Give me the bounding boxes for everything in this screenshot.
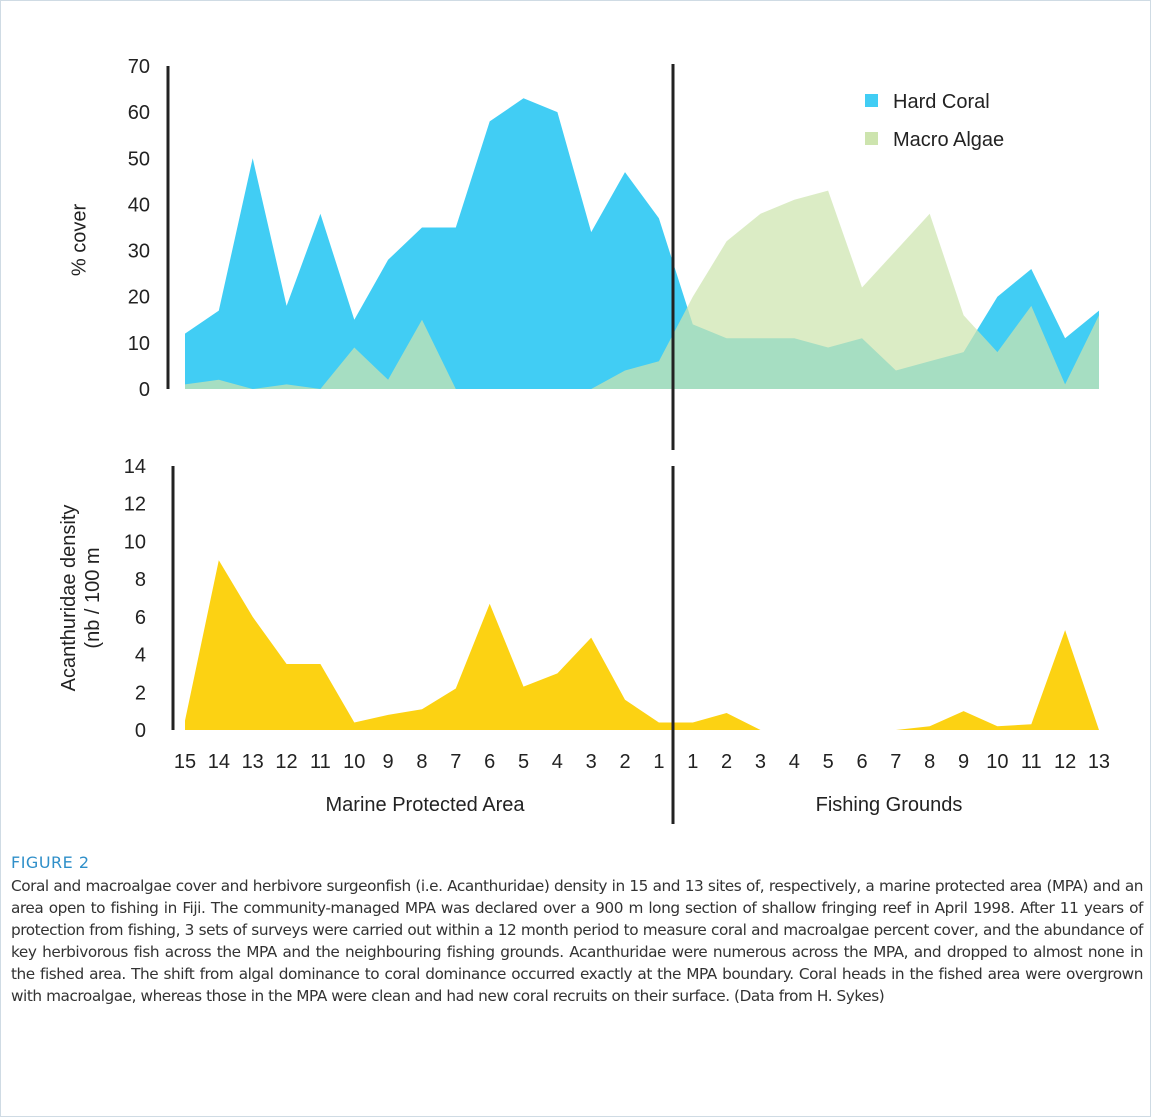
site-x-tick: 10 <box>986 751 1008 773</box>
site-x-tick: 7 <box>890 751 901 773</box>
cover-areas <box>185 98 1099 390</box>
site-x-tick: 8 <box>924 751 935 773</box>
site-x-tick: 11 <box>310 751 331 773</box>
site-x-tick: 14 <box>208 751 230 773</box>
site-x-tick: 12 <box>1054 751 1076 773</box>
caption-block: FIGURE 2 Coral and macroalgae cover and … <box>11 853 1143 1007</box>
site-x-tick: 6 <box>856 751 867 773</box>
cover-chart: 0 10 20 30 40 50 60 70 % cover Hard Coral Macro … <box>68 56 1099 401</box>
legend-label-macro-algae: Macro Algae <box>893 129 1004 151</box>
cover-legend: Hard Coral Macro Algae <box>865 91 1004 151</box>
cover-y-tick: 40 <box>128 194 150 216</box>
density-y-tick: 6 <box>135 607 146 629</box>
density-y-tick: 10 <box>124 531 146 553</box>
site-x-tick: 1 <box>687 751 698 773</box>
cover-y-tick: 0 <box>139 379 150 401</box>
density-y-axis-title: Acanthuridae density (nb / 100 m <box>58 505 104 692</box>
site-x-tick: 13 <box>1088 751 1110 773</box>
site-x-tick: 9 <box>958 751 969 773</box>
density-y-tick: 2 <box>135 682 146 704</box>
density-y-tick: 8 <box>135 569 146 591</box>
area-hard-coral <box>185 98 1099 390</box>
cover-y-tick: 30 <box>128 241 150 263</box>
site-x-tick: 2 <box>619 751 630 773</box>
cover-y-tick: 50 <box>128 148 150 170</box>
cover-y-tick: 20 <box>128 287 150 309</box>
site-x-tick: 9 <box>383 751 394 773</box>
site-x-tick: 2 <box>721 751 732 773</box>
site-x-tick: 7 <box>450 751 461 773</box>
site-x-tick: 1 <box>653 751 664 773</box>
cover-y-ticks: 0 10 20 30 40 50 60 70 <box>128 56 150 401</box>
figure-caption: Coral and macroalgae cover and herbivore… <box>11 877 1143 1005</box>
site-x-tick: 12 <box>275 751 297 773</box>
area-macro-algae <box>185 190 1099 389</box>
site-x-tick: 3 <box>755 751 766 773</box>
cover-y-tick: 70 <box>128 56 150 78</box>
area-acanthuridae-density <box>185 560 1099 730</box>
site-x-tick: 11 <box>1021 751 1042 773</box>
site-x-tick: 4 <box>552 751 563 773</box>
density-y-tick: 14 <box>124 456 146 478</box>
figure-label: FIGURE 2 <box>11 853 90 872</box>
site-x-tick: 10 <box>343 751 365 773</box>
cover-y-axis-title: % cover <box>68 204 90 277</box>
cover-y-tick: 60 <box>128 102 150 124</box>
legend-swatch-macro-algae <box>865 132 878 145</box>
site-x-tick: 15 <box>174 751 196 773</box>
legend-label-hard-coral: Hard Coral <box>893 91 990 113</box>
site-x-tick: 4 <box>789 751 800 773</box>
legend-swatch-hard-coral <box>865 94 878 107</box>
density-y-tick: 4 <box>135 645 146 667</box>
site-x-tick: 6 <box>484 751 495 773</box>
density-y-tick: 12 <box>124 494 146 516</box>
group-label-mpa: Marine Protected Area <box>326 794 526 816</box>
group-label-fishing: Fishing Grounds <box>816 794 963 816</box>
site-x-tick: 5 <box>823 751 834 773</box>
density-y-tick: 0 <box>135 720 146 742</box>
cover-y-tick: 10 <box>128 333 150 355</box>
density-y-ticks: 0 2 4 6 8 10 12 14 <box>124 456 146 742</box>
density-areas <box>185 560 1099 730</box>
site-x-tick: 13 <box>242 751 264 773</box>
site-x-tick: 5 <box>518 751 529 773</box>
site-x-tick: 3 <box>586 751 597 773</box>
site-x-ticks: 15 14 13 12 11 10 9 8 7 6 5 4 3 2 1 1 2 3 4 5 6 7 8 9 10 11 12 13 <box>174 751 1110 773</box>
site-x-tick: 8 <box>416 751 427 773</box>
